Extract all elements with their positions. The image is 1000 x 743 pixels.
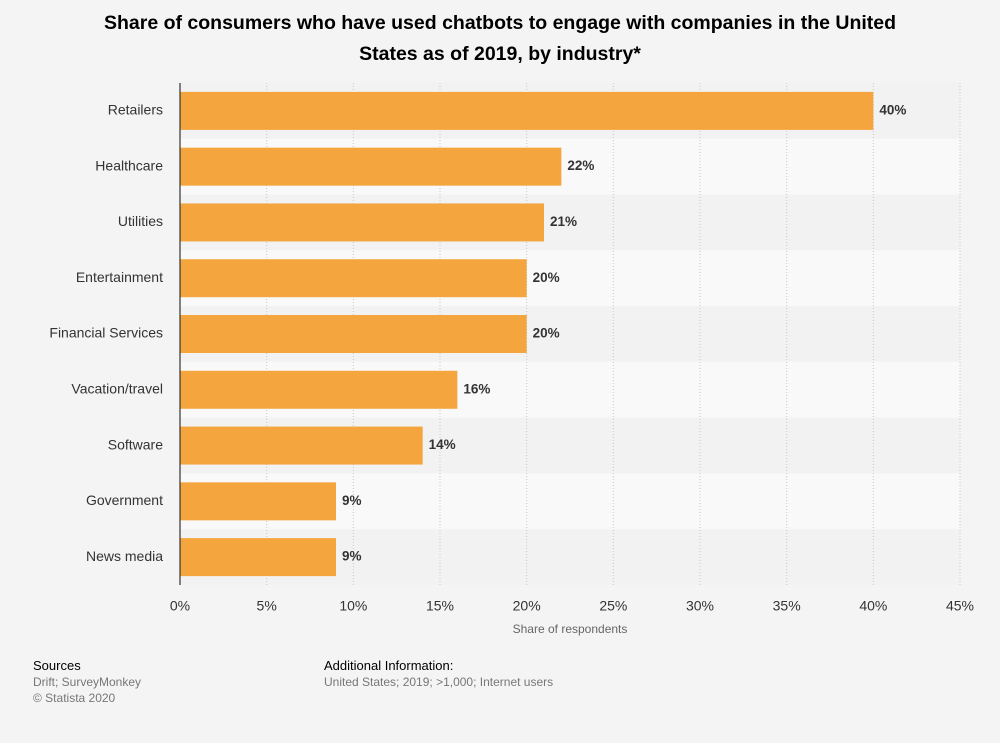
sources: Sources Drift; SurveyMonkey © Statista 2… — [33, 658, 141, 706]
x-tick-label: 25% — [599, 598, 627, 614]
x-tick-label: 10% — [339, 598, 367, 614]
bar — [180, 538, 336, 577]
value-label: 40% — [879, 102, 906, 117]
y-tick-label: Financial Services — [49, 325, 163, 341]
copyright: © Statista 2020 — [33, 691, 116, 705]
value-label: 14% — [429, 437, 456, 452]
x-tick-label: 15% — [426, 598, 454, 614]
y-tick-label: Vacation/travel — [71, 380, 163, 396]
y-tick-label: Entertainment — [76, 269, 163, 285]
y-tick-label: Government — [86, 492, 163, 508]
y-tick-label: Retailers — [108, 102, 163, 118]
x-tick-label: 5% — [257, 598, 277, 614]
bar — [180, 91, 874, 130]
sources-text: Drift; SurveyMonkey — [33, 675, 142, 689]
bar — [180, 259, 527, 298]
x-tick-label: 45% — [946, 598, 974, 614]
value-label: 9% — [342, 493, 362, 508]
y-tick-label: News media — [86, 548, 163, 564]
value-label: 22% — [567, 158, 594, 173]
value-label: 20% — [533, 326, 560, 341]
bar — [180, 370, 458, 409]
chart-title: Share of consumers who have used chatbot… — [103, 12, 897, 65]
sources-title: Sources — [33, 658, 81, 673]
value-label: 16% — [463, 381, 490, 396]
y-tick-label: Healthcare — [95, 157, 163, 173]
bar — [180, 147, 562, 186]
y-tick-label: Software — [108, 436, 163, 452]
info-text: United States; 2019; >1,000; Internet us… — [324, 675, 554, 689]
value-label: 9% — [342, 549, 362, 564]
value-label: 21% — [550, 214, 577, 229]
value-label: 20% — [533, 270, 560, 285]
bar — [180, 315, 527, 353]
x-tick-label: 35% — [773, 598, 801, 614]
bar — [180, 426, 423, 465]
bar — [180, 482, 336, 521]
x-tick-label: 30% — [686, 598, 714, 614]
y-tick-label: Utilities — [118, 213, 163, 229]
x-tick-label: 40% — [859, 598, 887, 614]
x-tick-label: 20% — [513, 598, 541, 614]
bar — [180, 203, 544, 242]
x-axis-title: Share of respondents — [513, 622, 628, 636]
additional-info: Additional Information: United States; 2… — [324, 658, 553, 690]
info-title: Additional Information: — [324, 658, 454, 673]
x-tick-label: 0% — [170, 598, 190, 614]
